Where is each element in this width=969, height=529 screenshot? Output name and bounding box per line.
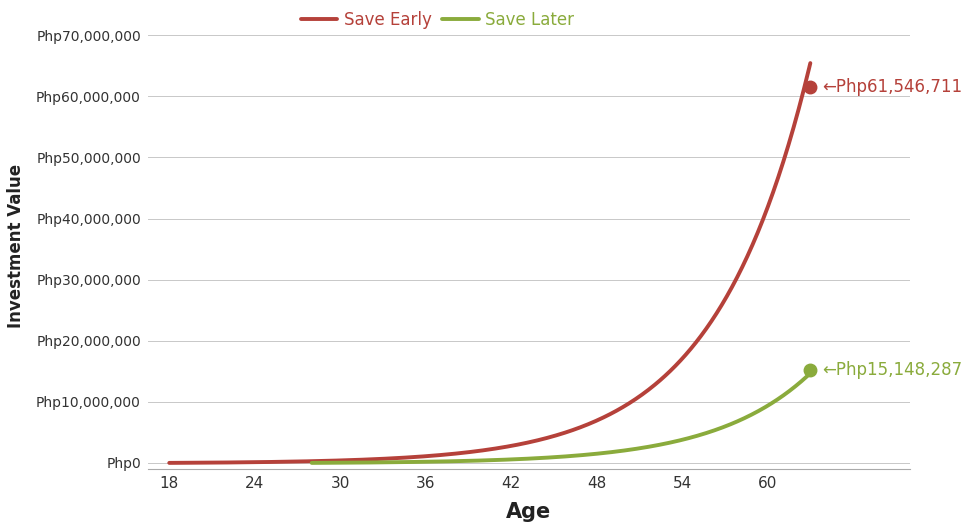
Save Later (602, 449, 613, 455)
Save Early (788, 120, 799, 126)
Save Early (467, 449, 479, 455)
Text: ←Php61,546,711: ←Php61,546,711 (821, 78, 961, 96)
Save Later (714, 425, 726, 431)
Save Later (792, 381, 803, 387)
Save Later (575, 452, 586, 458)
Save Later (803, 370, 815, 377)
Save Later (542, 454, 553, 461)
Save Early (510, 442, 521, 448)
X-axis label: Age: Age (506, 502, 551, 522)
Line: Save Early: Save Early (169, 63, 809, 463)
Legend: Save Early, Save Later: Save Early, Save Later (294, 5, 580, 36)
Line: Save Later: Save Later (311, 373, 809, 463)
Save Later (546, 454, 557, 461)
Save Early (803, 60, 815, 66)
Save Early (545, 434, 556, 440)
Save Early (163, 460, 174, 466)
Save Early (688, 341, 700, 347)
Save Early (471, 448, 483, 454)
Save Later (305, 460, 317, 466)
Text: ←Php15,148,287: ←Php15,148,287 (821, 361, 961, 379)
Y-axis label: Investment Value: Investment Value (7, 164, 25, 328)
